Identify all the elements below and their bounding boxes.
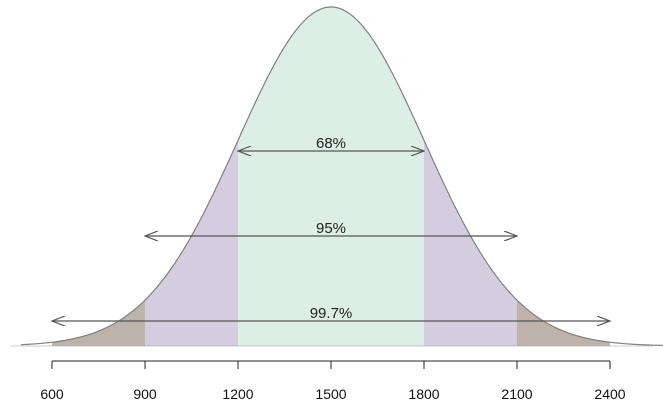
shaded-bands <box>52 7 610 346</box>
x-axis: 600 900 1200 1500 1800 2100 2400 <box>10 345 653 402</box>
x-tick-label: 1500 <box>315 386 346 402</box>
density-curve <box>20 6 663 347</box>
x-tick-label: 1800 <box>408 386 439 402</box>
x-tick-label: 600 <box>40 386 64 402</box>
range-label-68: 68% <box>316 135 346 152</box>
x-tick-label: 900 <box>133 386 157 402</box>
x-tick-label: 2400 <box>594 386 625 402</box>
range-labels: 68% 95% 99.7% <box>310 135 353 322</box>
band-area-68 <box>238 7 424 346</box>
x-tick-label: 2100 <box>501 386 532 402</box>
range-label-95: 95% <box>316 220 346 237</box>
range-arrows <box>52 151 610 321</box>
x-tick-label: 1200 <box>222 386 253 402</box>
range-label-997: 99.7% <box>310 305 353 322</box>
